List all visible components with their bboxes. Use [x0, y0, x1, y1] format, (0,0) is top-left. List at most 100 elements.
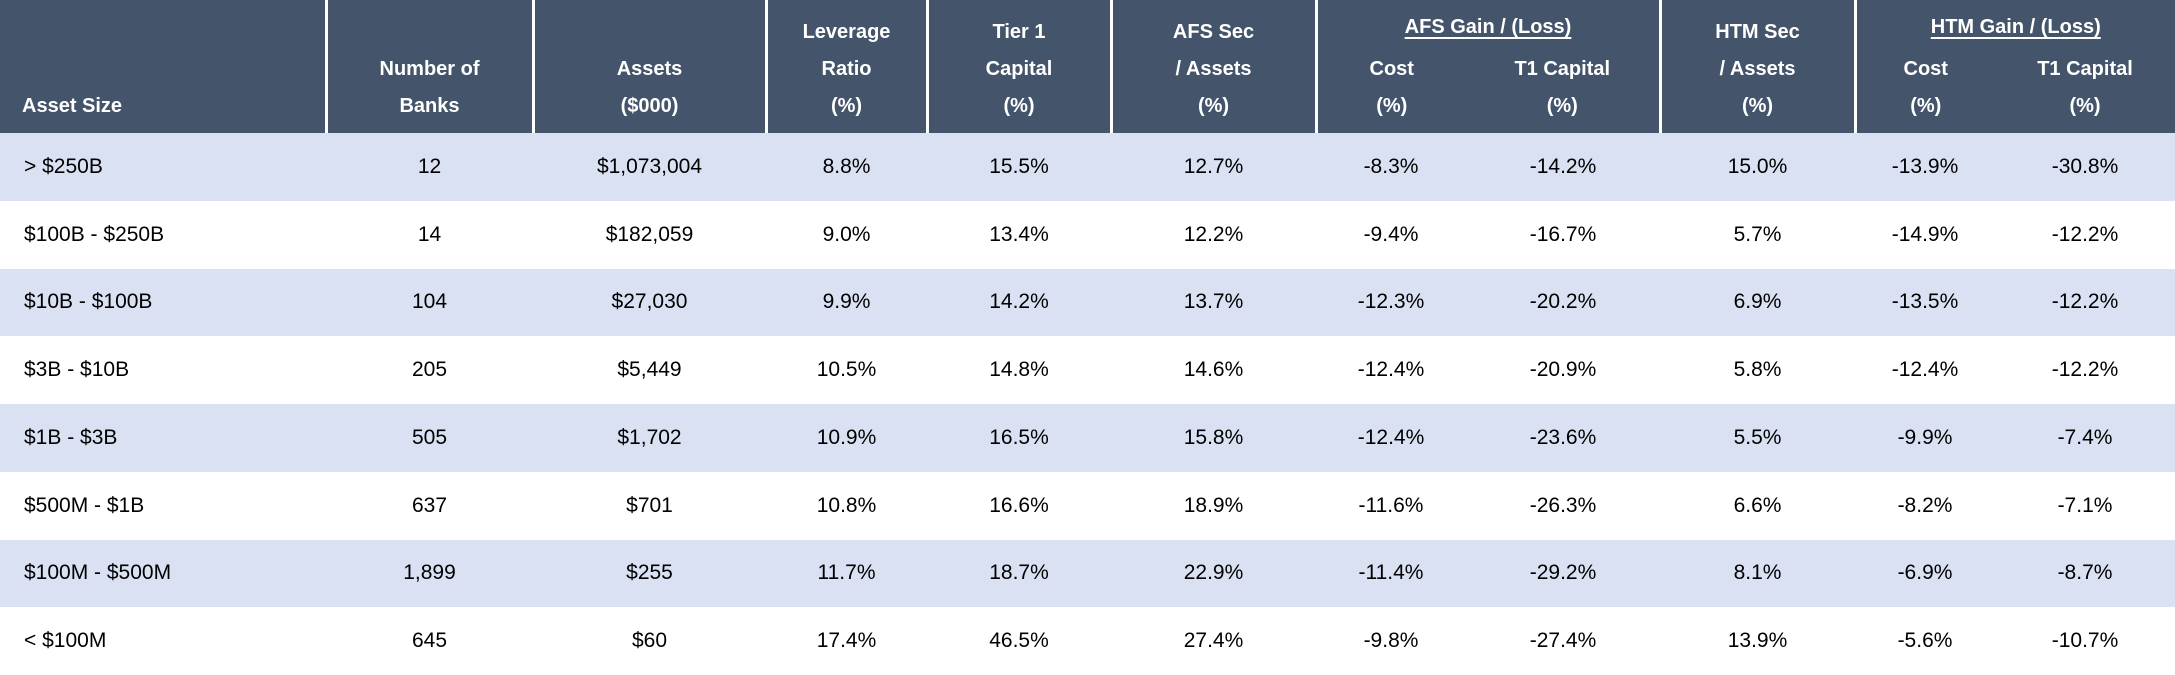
col-header-number-of-banks: Number of Banks: [324, 0, 533, 133]
col-header-tier1-capital: Tier 1 Capital (%): [925, 0, 1111, 133]
data-cell: $5,449: [533, 336, 766, 404]
row-label-asset-size: $3B - $10B: [0, 336, 326, 404]
data-cell: 16.6%: [927, 471, 1111, 540]
data-cell: -6.9%: [1855, 539, 1995, 608]
table-row: $100M - $500M 1,899 $255 11.7% 18.7% 22.9% -11…: [0, 539, 2175, 608]
data-cell: $60: [533, 607, 766, 675]
data-cell: -9.4%: [1316, 200, 1466, 269]
data-cell: 14.2%: [927, 268, 1111, 337]
data-cell: 8.8%: [766, 133, 927, 201]
data-cell: -30.8%: [1995, 133, 2175, 201]
data-cell: -29.2%: [1466, 539, 1660, 608]
data-cell: -8.3%: [1316, 133, 1466, 201]
data-cell: -12.4%: [1316, 404, 1466, 472]
data-cell: -20.2%: [1466, 268, 1660, 337]
data-cell: -8.2%: [1855, 471, 1995, 540]
data-cell: -26.3%: [1466, 471, 1660, 540]
data-cell: 14: [326, 200, 533, 269]
data-cell: -14.2%: [1466, 133, 1660, 201]
data-cell: -27.4%: [1466, 607, 1660, 675]
data-cell: 15.8%: [1111, 404, 1316, 472]
data-cell: 8.1%: [1660, 539, 1855, 608]
data-cell: -7.1%: [1995, 471, 2175, 540]
data-cell: -13.5%: [1855, 268, 1995, 337]
col-header-afs-sec-assets: AFS Sec / Assets (%): [1109, 0, 1316, 133]
data-cell: -8.7%: [1995, 539, 2175, 608]
data-cell: -10.7%: [1995, 607, 2175, 675]
table-row: $10B - $100B 104 $27,030 9.9% 14.2% 13.7% -12.…: [0, 268, 2175, 337]
data-cell: 9.0%: [766, 200, 927, 269]
table-header: Asset Size Number of Banks Assets ($000)…: [0, 0, 2175, 133]
data-cell: 15.0%: [1660, 133, 1855, 201]
data-cell: $1,702: [533, 404, 766, 472]
table-row: > $250B 12 $1,073,004 8.8% 15.5% 12.7% -8.3% -1…: [0, 133, 2175, 201]
htm-gain-loss-group-label: HTM Gain / (Loss): [1930, 16, 2101, 38]
data-cell: $701: [533, 471, 766, 540]
data-cell: 12.7%: [1111, 133, 1316, 201]
data-cell: 205: [326, 336, 533, 404]
header-row-groups: Asset Size Number of Banks Assets ($000)…: [0, 0, 2175, 133]
data-cell: 15.5%: [927, 133, 1111, 201]
row-label-asset-size: $1B - $3B: [0, 404, 326, 472]
header-row-subcolumns: Cost (%) T1 Capital (%) Cost (%) T1 Capi…: [0, 46, 2175, 133]
col-header-leverage-ratio: Leverage Ratio (%): [764, 0, 927, 133]
data-cell: -16.7%: [1466, 200, 1660, 269]
row-label-asset-size: $10B - $100B: [0, 268, 326, 337]
data-cell: 5.8%: [1660, 336, 1855, 404]
data-cell: $27,030: [533, 268, 766, 337]
data-cell: 12: [326, 133, 533, 201]
data-cell: -12.4%: [1316, 336, 1466, 404]
data-cell: 14.8%: [927, 336, 1111, 404]
data-cell: 10.5%: [766, 336, 927, 404]
data-cell: -12.2%: [1995, 336, 2175, 404]
data-cell: -23.6%: [1466, 404, 1660, 472]
table-row: $3B - $10B 205 $5,449 10.5% 14.8% 14.6% -12.4%…: [0, 336, 2175, 404]
afs-gain-loss-group-label: AFS Gain / (Loss): [1404, 16, 1572, 38]
data-cell: -13.9%: [1855, 133, 1995, 201]
col-group-htm-gain-loss: HTM Gain / (Loss): [1853, 0, 2175, 46]
data-cell: 1,899: [326, 539, 533, 608]
table-row: $100B - $250B 14 $182,059 9.0% 13.4% 12.2% -9.…: [0, 200, 2175, 269]
row-label-asset-size: $100M - $500M: [0, 539, 326, 608]
col-header-afs-cost: Cost (%): [1314, 46, 1466, 133]
table-body: > $250B 12 $1,073,004 8.8% 15.5% 12.7% -8.3% -1…: [0, 133, 2175, 675]
row-label-asset-size: > $250B: [0, 133, 326, 201]
data-cell: $182,059: [533, 200, 766, 269]
data-cell: 9.9%: [766, 268, 927, 337]
data-cell: -12.4%: [1855, 336, 1995, 404]
data-cell: 13.4%: [927, 200, 1111, 269]
data-cell: 10.9%: [766, 404, 927, 472]
data-cell: 18.9%: [1111, 471, 1316, 540]
data-cell: 637: [326, 471, 533, 540]
data-cell: 104: [326, 268, 533, 337]
data-cell: 13.7%: [1111, 268, 1316, 337]
data-cell: 27.4%: [1111, 607, 1316, 675]
data-cell: -5.6%: [1855, 607, 1995, 675]
col-header-afs-t1-capital: T1 Capital (%): [1466, 46, 1660, 133]
col-group-afs-gain-loss: AFS Gain / (Loss): [1314, 0, 1660, 46]
col-header-htm-cost: Cost (%): [1853, 46, 1995, 133]
data-cell: -7.4%: [1995, 404, 2175, 472]
data-cell: 5.5%: [1660, 404, 1855, 472]
table-row: $1B - $3B 505 $1,702 10.9% 16.5% 15.8% -12.4% -…: [0, 404, 2175, 472]
col-header-htm-sec-assets: HTM Sec / Assets (%): [1658, 0, 1855, 133]
data-cell: 14.6%: [1111, 336, 1316, 404]
col-header-asset-size: Asset Size: [0, 0, 326, 133]
data-cell: -12.2%: [1995, 268, 2175, 337]
data-cell: 16.5%: [927, 404, 1111, 472]
data-cell: 46.5%: [927, 607, 1111, 675]
data-cell: 6.6%: [1660, 471, 1855, 540]
data-cell: -14.9%: [1855, 200, 1995, 269]
col-header-assets: Assets ($000): [531, 0, 766, 133]
data-cell: 18.7%: [927, 539, 1111, 608]
row-label-asset-size: $100B - $250B: [0, 200, 326, 269]
row-label-asset-size: $500M - $1B: [0, 471, 326, 540]
data-cell: 11.7%: [766, 539, 927, 608]
data-cell: 17.4%: [766, 607, 927, 675]
data-cell: -12.3%: [1316, 268, 1466, 337]
data-cell: -11.4%: [1316, 539, 1466, 608]
data-cell: 6.9%: [1660, 268, 1855, 337]
table-row: $500M - $1B 637 $701 10.8% 16.6% 18.9% -11.6% -…: [0, 471, 2175, 540]
data-cell: -20.9%: [1466, 336, 1660, 404]
